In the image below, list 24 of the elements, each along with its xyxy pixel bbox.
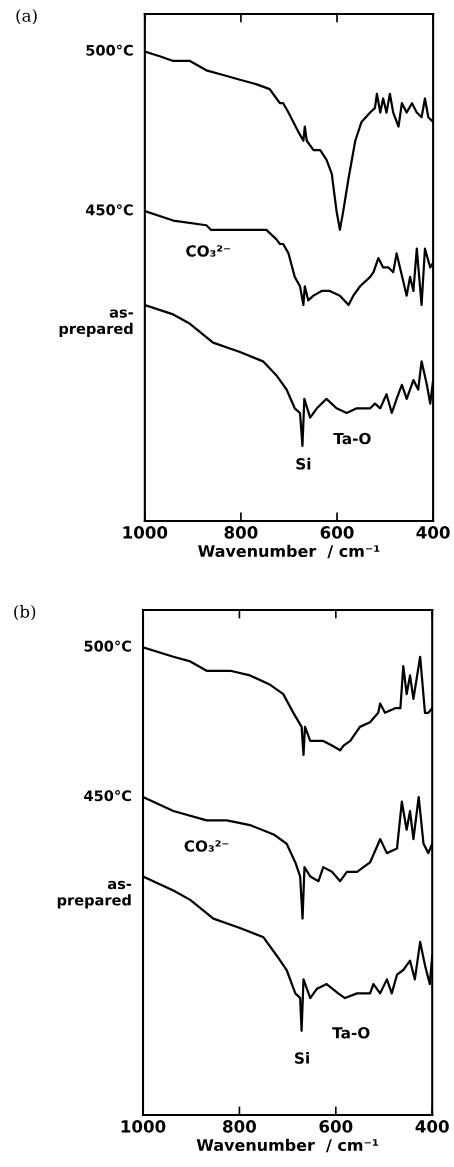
annotation: Si [295, 1052, 309, 1064]
annotation: Si [296, 457, 311, 470]
x-tick-label: 400 [415, 1120, 449, 1133]
chart-title: (a) [16, 8, 37, 25]
x-tick-label: 400 [416, 526, 450, 539]
x-tick-label: 600 [320, 526, 354, 539]
annotation: CO₃²⁻ [186, 245, 231, 257]
x-tick-label: 1000 [123, 526, 168, 539]
series-label: 500°C [86, 44, 133, 56]
annotation: Ta-O [333, 432, 371, 445]
x-tick-label: 800 [223, 1120, 257, 1133]
x-tick-label: 600 [319, 1120, 353, 1133]
chart-title: (b) [14, 604, 36, 621]
series-label: as- prepared [59, 309, 133, 337]
series-label: as- prepared [57, 880, 132, 909]
series-label: 450°C [84, 790, 131, 802]
series-label: 450°C [85, 204, 133, 216]
series-label: 500°C [84, 640, 131, 652]
x-tick-label: 1000 [121, 1120, 166, 1133]
annotation: CO₃²⁻ [184, 840, 229, 852]
x-axis-title: Wavenumber / cm⁻¹ [198, 544, 380, 559]
annotation: Ta-O [332, 1027, 370, 1039]
x-tick-label: 800 [224, 526, 258, 539]
x-axis-title: Wavenumber / cm⁻¹ [196, 1138, 379, 1153]
